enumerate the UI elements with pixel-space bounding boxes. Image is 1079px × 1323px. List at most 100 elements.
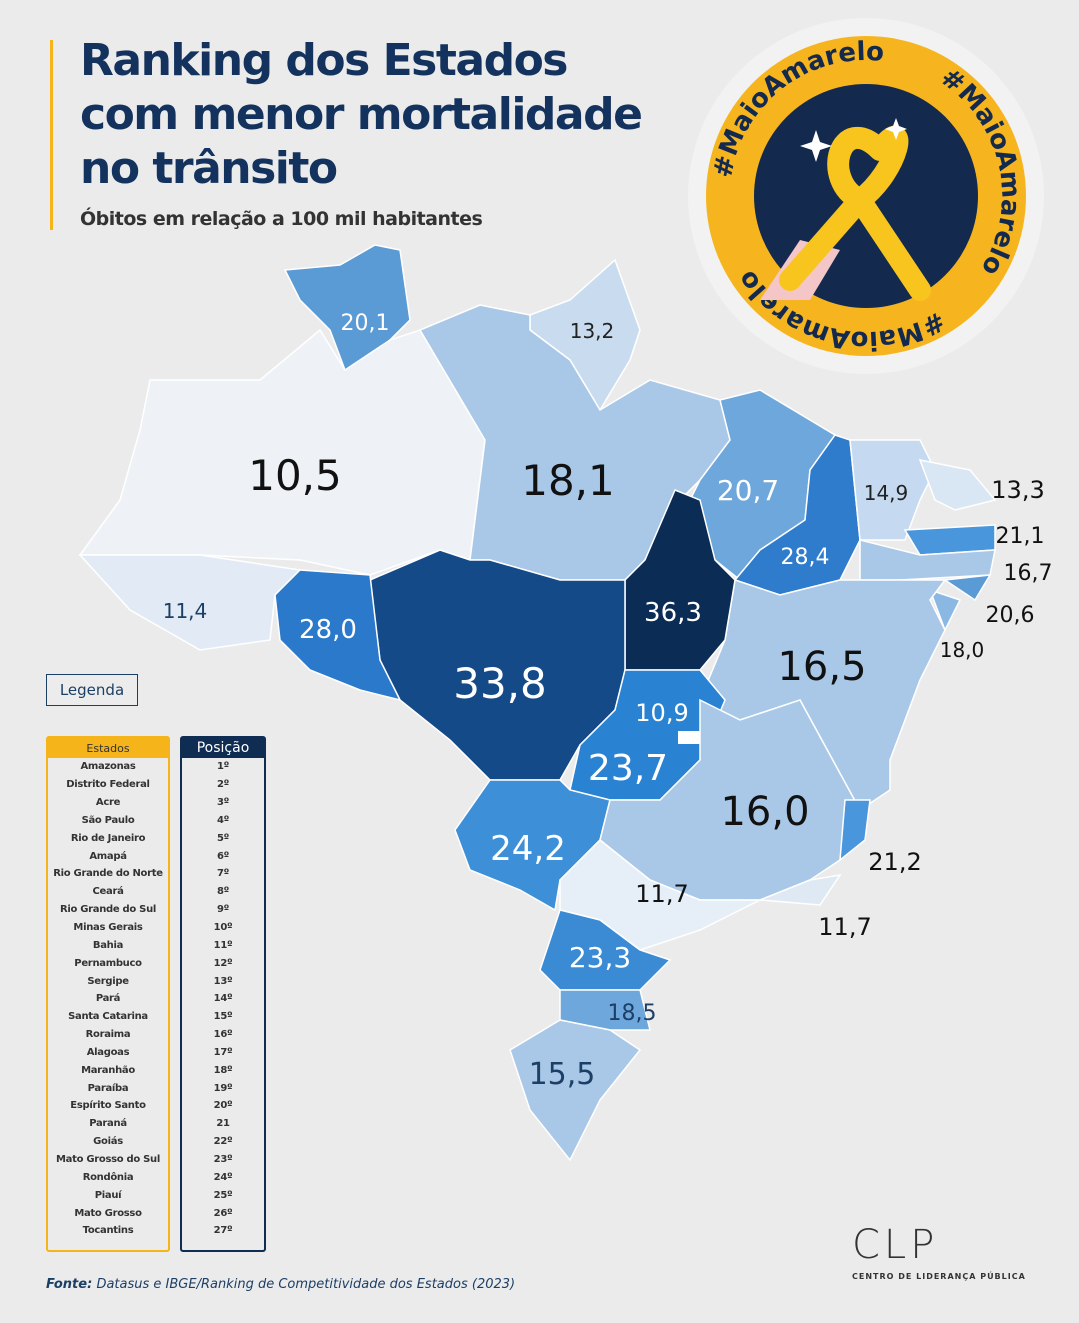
legend-state-position: 4º [217, 814, 229, 826]
legend-state-position: 16º [213, 1029, 233, 1041]
sparkle-icon [885, 118, 907, 140]
legend-state-name: Santa Catarina [68, 1011, 148, 1023]
value-label-PA: 18,1 [521, 456, 615, 505]
legend-state-position: 14º [213, 993, 233, 1005]
legend-state-name: Sergipe [87, 975, 129, 987]
position-header: Posição [182, 738, 264, 758]
legend-state-name: Amapá [89, 850, 127, 862]
legend-state-position: 1º [217, 761, 229, 773]
legend-state-name: Pernambuco [74, 957, 142, 969]
legend-state-name: Mato Grosso [74, 1207, 142, 1219]
legend-state-position: 2º [217, 779, 229, 791]
legend-state-position: 20º [213, 1100, 233, 1112]
title-accent-bar [50, 40, 53, 230]
value-label-BA: 16,5 [777, 644, 866, 690]
value-label-AC: 11,4 [163, 599, 208, 623]
logo-subtitle: CENTRO DE LIDERANÇA PÚBLICA [852, 1272, 1026, 1281]
legend-state-position: 23º [213, 1153, 233, 1165]
logo-mark: CLP [852, 1222, 939, 1268]
legend-state-name: Maranhão [81, 1064, 135, 1076]
legend-state-name: Tocantins [82, 1225, 134, 1237]
legend-state-name: São Paulo [81, 814, 135, 826]
value-label-MG: 16,0 [720, 789, 809, 835]
legend-state-position: 21 [216, 1118, 230, 1130]
legend-state-name: Paraná [89, 1118, 127, 1130]
state-SE [928, 588, 962, 632]
legend-position-column: Posição 1º 2º 3º 4º 5º 6º 7º 8º 9º 10º 11º 12º 13º 14… [180, 736, 266, 1252]
state-PR [539, 909, 672, 991]
state-RS [509, 1019, 642, 1162]
value-label-MS: 24,2 [490, 829, 566, 869]
legend-state-name: Distrito Federal [66, 779, 150, 791]
state-AM [78, 328, 486, 576]
clp-logo: CLP CENTRO DE LIDERANÇA PÚBLICA [852, 1222, 1032, 1281]
value-label-PE: 16,7 [1004, 561, 1053, 586]
legend-button[interactable]: Legenda [46, 674, 138, 706]
title-line: com menor mortalidade [80, 89, 643, 140]
state-AC [78, 554, 302, 651]
source-label: Fonte: [46, 1277, 93, 1292]
legend-state-position: 22º [213, 1136, 233, 1148]
legend-state-position: 15º [213, 1011, 233, 1023]
source-text: Datasus e IBGE/Ranking de Competitividad… [96, 1277, 516, 1292]
legend-state-position: 10º [213, 922, 233, 934]
state-RO [274, 569, 402, 702]
legend-state-name: Rio Grande do Norte [53, 868, 163, 880]
value-label-RJ: 11,7 [818, 913, 871, 941]
legend-state-name: Rio Grande do Sul [59, 904, 157, 916]
value-label-RS: 15,5 [529, 1057, 596, 1092]
value-label-PB: 21,1 [996, 524, 1045, 549]
value-label-MA: 20,7 [717, 474, 779, 507]
legend-state-position: 27º [213, 1225, 233, 1237]
state-RJ [759, 873, 842, 906]
legend-state-position: 12º [213, 957, 233, 969]
legend-state-name: Rio de Janeiro [70, 832, 146, 844]
title-line: Ranking dos Estados [80, 35, 569, 86]
legend-state-position: 9º [217, 904, 229, 916]
legend-state-position: 24º [213, 1171, 233, 1183]
legend-state-position: 18º [213, 1064, 233, 1076]
legend-state-position: 26º [213, 1207, 233, 1219]
value-label-AL: 20,6 [986, 603, 1035, 628]
state-SP [559, 838, 761, 951]
value-label-ES: 21,2 [868, 848, 921, 876]
state-ES [839, 799, 871, 862]
value-label-DF: 10,9 [635, 699, 688, 727]
sparkle-icon [800, 130, 832, 162]
legend-state-name: Piauí [94, 1189, 122, 1201]
value-label-SP: 11,7 [635, 880, 688, 908]
legend-state-position: 19º [213, 1082, 233, 1094]
legend-state-name: Amazonas [80, 761, 136, 773]
value-label-SC: 18,5 [608, 1001, 657, 1026]
legend-state-name: Bahia [92, 939, 124, 951]
subtitle: Óbitos em relação a 100 mil habitantes [80, 208, 483, 230]
legend-state-position: 11º [213, 939, 233, 951]
legend-state-name: Goiás [93, 1136, 123, 1148]
legend-state-position: 6º [217, 850, 229, 862]
legend-state-name: Acre [95, 797, 121, 809]
yellow-ribbon-icon [779, 125, 931, 301]
value-label-TO: 36,3 [644, 598, 702, 628]
value-label-GO: 23,7 [588, 748, 668, 789]
value-label-RO: 28,0 [299, 615, 357, 645]
legend-state-position: 13º [213, 975, 233, 987]
source-note: Fonte: Datasus e IBGE/Ranking de Competi… [46, 1277, 515, 1292]
title-line: no trânsito [80, 143, 338, 194]
value-label-PI: 28,4 [781, 545, 830, 570]
legend-state-name: Mato Grosso do Sul [56, 1153, 160, 1165]
legend-state-position: 3º [217, 797, 229, 809]
page-title: Ranking dos Estados com menor mortalidad… [80, 34, 643, 196]
legend-state-name: Alagoas [86, 1046, 130, 1058]
state-AL [942, 574, 992, 602]
state-DF [678, 731, 700, 744]
maio-amarelo-badge: #MaioAmarelo #MaioAmarelo #MaioAmarelo [688, 18, 1044, 374]
legend-state-position: 5º [217, 832, 229, 844]
value-label-AM: 10,5 [248, 451, 342, 500]
value-label-AP: 13,2 [570, 319, 615, 343]
state-SC [559, 989, 651, 1031]
states-header: Estados [48, 738, 168, 758]
value-label-CE: 14,9 [864, 481, 909, 505]
legend-state-name: Pará [95, 993, 121, 1005]
legend-state-name: Paraíba [87, 1082, 129, 1094]
